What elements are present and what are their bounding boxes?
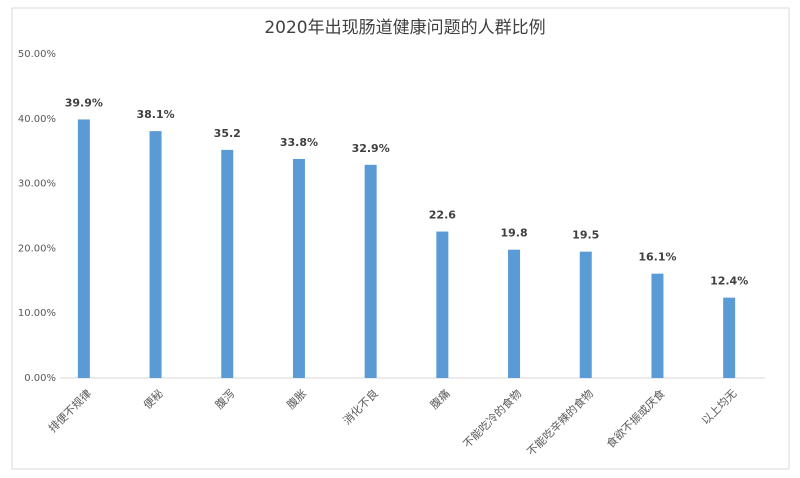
- value-label: 19.5: [572, 229, 599, 242]
- value-label: 32.9%: [352, 142, 390, 155]
- y-tick-label: 40.00%: [18, 114, 56, 125]
- bar: [221, 149, 234, 378]
- bar: [723, 297, 736, 378]
- y-tick-label: 0.00%: [24, 373, 56, 384]
- bar: [77, 119, 90, 378]
- y-tick-label: 30.00%: [18, 179, 56, 190]
- bar: [149, 131, 162, 378]
- bar: [292, 158, 305, 378]
- bar: [651, 273, 664, 378]
- value-label: 35.2: [214, 127, 241, 140]
- bar: [508, 249, 521, 378]
- value-label: 39.9%: [65, 96, 103, 109]
- value-label: 33.8%: [280, 136, 318, 149]
- y-tick-label: 10.00%: [18, 308, 56, 319]
- value-label: 12.4%: [710, 275, 748, 288]
- chart-frame: [11, 7, 790, 470]
- bar: [579, 251, 592, 378]
- y-tick-label: 20.00%: [18, 243, 56, 254]
- value-label: 19.8: [500, 227, 527, 240]
- value-label: 22.6: [429, 209, 456, 222]
- bar: [364, 164, 377, 378]
- bar: [436, 231, 449, 378]
- value-label: 16.1%: [638, 251, 676, 264]
- chart-title: 2020年出现肠道健康问题的人群比例: [264, 18, 545, 38]
- y-tick-label: 50.00%: [18, 49, 56, 60]
- value-label: 38.1%: [136, 108, 174, 121]
